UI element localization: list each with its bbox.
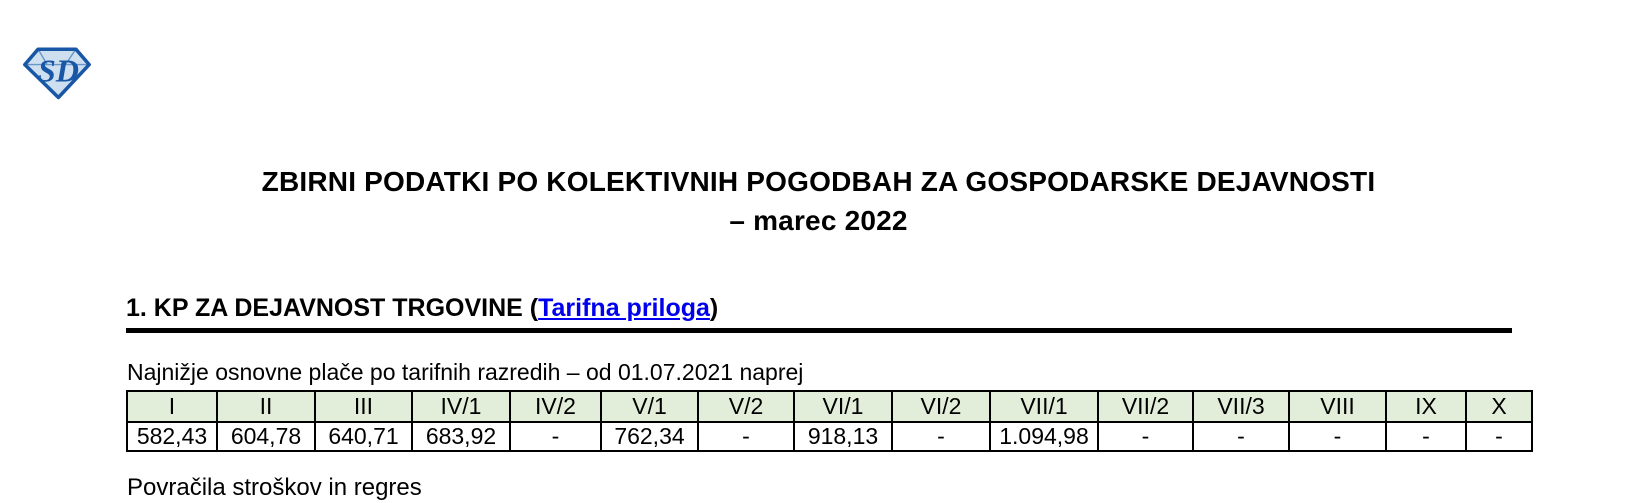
title-line-2: – marec 2022 bbox=[729, 205, 908, 236]
footer-heading: Povračila stroškov in regres bbox=[127, 474, 422, 501]
col-header: I bbox=[126, 390, 218, 423]
col-header: VI/2 bbox=[891, 390, 991, 423]
table-cell: - bbox=[891, 421, 991, 452]
table-cell: 640,71 bbox=[314, 421, 413, 452]
logo-letters: SD bbox=[38, 52, 79, 88]
col-header: VII/2 bbox=[1097, 390, 1194, 423]
table-cell: - bbox=[1097, 421, 1194, 452]
table-cell: - bbox=[697, 421, 795, 452]
table-cell: - bbox=[1288, 421, 1387, 452]
table-cell: 918,13 bbox=[793, 421, 893, 452]
col-header: IV/2 bbox=[509, 390, 602, 423]
section-heading-suffix: ) bbox=[709, 294, 719, 322]
col-header: V/2 bbox=[697, 390, 795, 423]
section-heading: 1. KP ZA DEJAVNOST TRGOVINE (Tarifna pri… bbox=[126, 294, 718, 323]
table-cell: 604,78 bbox=[216, 421, 316, 452]
section-heading-prefix: 1. KP ZA DEJAVNOST TRGOVINE ( bbox=[126, 294, 539, 322]
table-cell: 762,34 bbox=[600, 421, 699, 452]
table-cell: - bbox=[1465, 421, 1533, 452]
table-cell: 582,43 bbox=[126, 421, 218, 452]
table-cell: 683,92 bbox=[411, 421, 511, 452]
title-line-1: ZBIRNI PODATKI PO KOLEKTIVNIH POGODBAH Z… bbox=[261, 166, 1376, 197]
table-row: 582,43 604,78 640,71 683,92 - 762,34 - 9… bbox=[126, 421, 1533, 452]
col-header: III bbox=[314, 390, 413, 423]
col-header: VII/3 bbox=[1192, 390, 1290, 423]
col-header: IX bbox=[1385, 390, 1467, 423]
table-caption: Najnižje osnovne plače po tarifnih razre… bbox=[127, 359, 804, 385]
table-header-row: I II III IV/1 IV/2 V/1 V/2 VI/1 VI/2 VII… bbox=[126, 390, 1533, 423]
table-cell: 1.094,98 bbox=[989, 421, 1099, 452]
col-header: VII/1 bbox=[989, 390, 1099, 423]
heading-rule-divider bbox=[126, 328, 1512, 333]
document-title: ZBIRNI PODATKI PO KOLEKTIVNIH POGODBAH Z… bbox=[0, 162, 1637, 240]
tarifna-priloga-link[interactable]: Tarifna priloga bbox=[538, 294, 710, 322]
col-header: VIII bbox=[1288, 390, 1387, 423]
wage-table: I II III IV/1 IV/2 V/1 V/2 VI/1 VI/2 VII… bbox=[126, 390, 1533, 452]
table-cell: - bbox=[1385, 421, 1467, 452]
col-header: V/1 bbox=[600, 390, 699, 423]
col-header: VI/1 bbox=[793, 390, 893, 423]
sd-gem-logo-icon: SD bbox=[22, 44, 92, 102]
table-cell: - bbox=[509, 421, 602, 452]
col-header: IV/1 bbox=[411, 390, 511, 423]
col-header: II bbox=[216, 390, 316, 423]
table-cell: - bbox=[1192, 421, 1290, 452]
col-header: X bbox=[1465, 390, 1533, 423]
